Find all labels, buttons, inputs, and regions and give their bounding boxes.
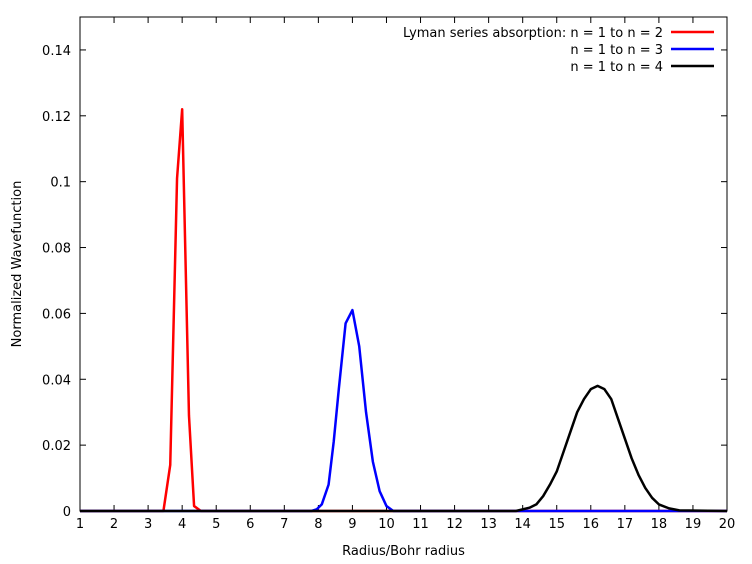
legend-label: n = 1 to n = 4	[570, 60, 663, 75]
x-tick-label: 10	[378, 517, 395, 532]
x-tick-label: 4	[178, 517, 186, 532]
x-tick-label: 1	[76, 517, 84, 532]
x-tick-label: 14	[514, 517, 531, 532]
x-tick-label: 17	[617, 517, 634, 532]
y-axis-title: Normalized Wavefunction	[10, 181, 25, 348]
x-tick-label: 16	[583, 517, 600, 532]
x-tick-label: 11	[412, 517, 429, 532]
y-tick-label: 0.02	[42, 439, 71, 454]
legend-label: Lyman series absorption: n = 1 to n = 2	[403, 26, 663, 41]
y-tick-label: 0.12	[42, 110, 71, 125]
x-tick-label: 7	[280, 517, 288, 532]
x-tick-label: 3	[144, 517, 152, 532]
y-tick-label: 0.14	[42, 44, 71, 59]
x-tick-label: 9	[348, 517, 356, 532]
x-tick-label: 12	[446, 517, 463, 532]
plot-area: 1 2 3 4 5 6 7 8 9 10 11 12 13 14 15 16 17 18 19 2000.020.04…	[42, 16, 736, 532]
x-tick-label: 18	[651, 517, 668, 532]
x-axis-title: Radius/Bohr radius	[342, 544, 465, 559]
series-line	[80, 308, 727, 513]
x-tick-label: 20	[719, 517, 736, 532]
x-tick-label: 6	[246, 517, 254, 532]
x-tick-label: 5	[212, 517, 220, 532]
x-tick-label: 13	[480, 517, 497, 532]
y-tick-label: 0.08	[42, 242, 71, 257]
legend-label: n = 1 to n = 3	[570, 43, 663, 58]
y-tick-label: 0.04	[42, 373, 71, 388]
series-line	[80, 384, 728, 513]
plot-frame	[79, 16, 728, 512]
x-tick-label: 19	[685, 517, 702, 532]
x-tick-label: 8	[314, 517, 322, 532]
x-tick-label: 2	[110, 517, 118, 532]
x-tick-label: 15	[548, 517, 565, 532]
y-tick-label: 0.1	[50, 176, 71, 191]
y-tick-label: 0	[63, 505, 71, 520]
y-tick-label: 0.06	[42, 307, 71, 322]
